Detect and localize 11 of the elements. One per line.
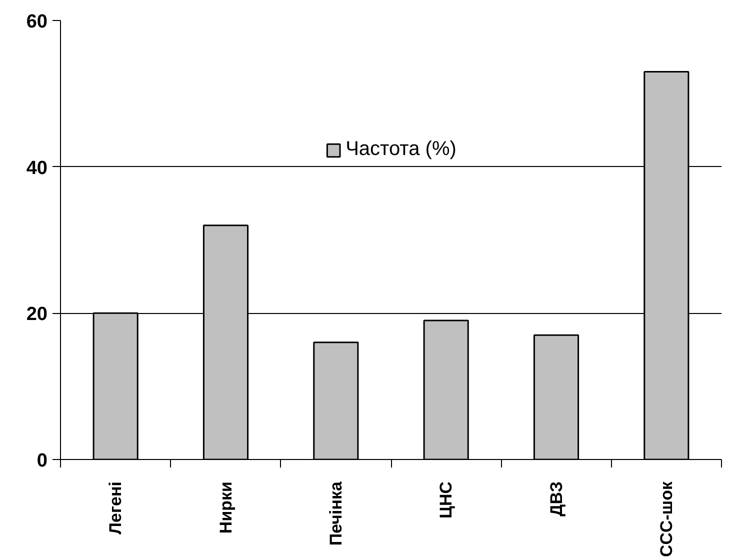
x-tick-label: ССС-шок	[656, 481, 676, 558]
x-tick-label: ДВЗ	[546, 481, 566, 516]
legend-label: Частота (%)	[346, 138, 456, 161]
y-tick-label: 60	[26, 12, 48, 32]
x-tick-label: Нирки	[216, 481, 236, 534]
y-tick-label: 20	[26, 304, 48, 326]
y-tick-label: 0	[36, 450, 48, 472]
x-tick-label: Легені	[106, 481, 126, 534]
x-tick-label: ЦНС	[436, 481, 456, 518]
y-tick-label: 40	[26, 158, 48, 179]
x-tick-label: Печінка	[326, 480, 346, 546]
